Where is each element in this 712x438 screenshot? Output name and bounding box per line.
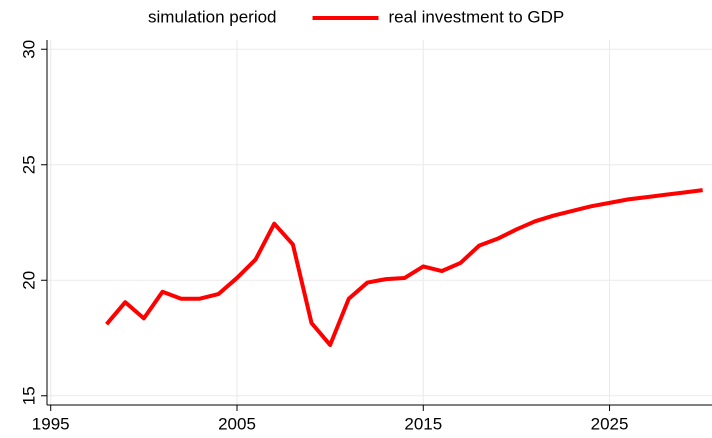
y-tick-label: 15 [19, 386, 38, 405]
legend-label: simulation period [148, 7, 277, 26]
x-tick-label: 2015 [404, 414, 442, 433]
y-tick-label: 30 [19, 40, 38, 59]
line [105, 188, 703, 347]
y-tick-label: 20 [19, 271, 38, 290]
x-tick-label: 2025 [591, 414, 629, 433]
x-tick-label: 2005 [218, 414, 256, 433]
x-tick-label: 1995 [32, 414, 70, 433]
legend-label: real investment to GDP [389, 7, 565, 26]
y-tick-label: 25 [19, 155, 38, 174]
